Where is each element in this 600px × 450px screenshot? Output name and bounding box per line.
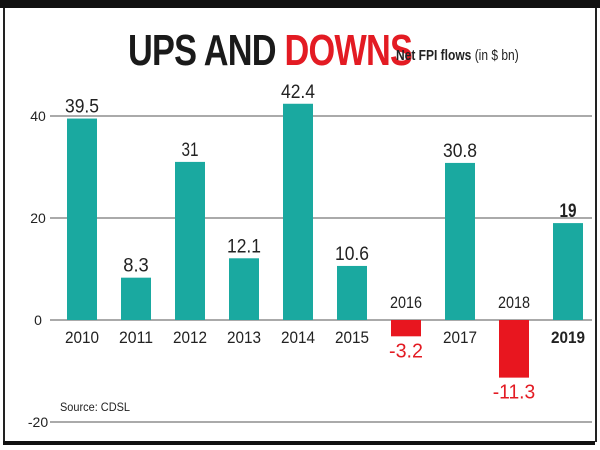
data-label: 42.4: [281, 82, 315, 103]
x-tick-label: 2012: [173, 328, 207, 347]
x-tick-label: 2016: [390, 293, 422, 312]
y-tick-label: 0: [34, 312, 42, 328]
chart-subtitle: Net FPI flows (in $ bn): [396, 47, 519, 64]
bar: [175, 161, 205, 320]
data-label: 39.5: [65, 97, 99, 118]
data-label: -11.3: [493, 382, 536, 404]
x-tick-label: 2015: [335, 328, 369, 347]
data-label: 12.1: [227, 236, 261, 257]
y-tick-label: 20: [30, 210, 46, 226]
bar: [499, 320, 529, 378]
data-label: -3.2: [389, 340, 423, 362]
bar: [337, 265, 367, 320]
subtitle-bold: Net FPI flows: [396, 47, 472, 64]
title-part2: DOWNS: [284, 26, 413, 75]
source-note: Source: CDSL: [60, 400, 130, 414]
data-label: 19: [560, 201, 577, 222]
data-label: 31: [182, 140, 199, 161]
data-label: 10.6: [335, 244, 369, 265]
bar: [67, 118, 97, 320]
bar: [553, 223, 583, 320]
data-label: 30.8: [443, 141, 477, 162]
y-tick-label: 40: [30, 108, 46, 124]
y-tick-label: -20: [28, 414, 48, 430]
bar: [121, 277, 151, 320]
x-tick-label: 2017: [443, 328, 477, 347]
bar: [229, 258, 259, 320]
data-label: 8.3: [123, 256, 149, 277]
title-part1: UPS AND: [128, 26, 277, 75]
bottom-border: [3, 441, 595, 445]
bar: [391, 320, 421, 337]
bar: [445, 162, 475, 320]
top-border: [0, 0, 600, 8]
x-tick-label: 2011: [119, 328, 153, 347]
bar: [283, 103, 313, 320]
chart-title: UPS AND DOWNS: [128, 26, 413, 76]
x-tick-label: 2010: [65, 328, 99, 347]
x-tick-label: 2019: [551, 328, 585, 347]
chart-frame: [3, 8, 597, 442]
x-tick-label: 2013: [227, 328, 261, 347]
x-tick-label: 2014: [281, 328, 315, 347]
x-tick-label: 2018: [498, 293, 530, 312]
subtitle-unit: (in $ bn): [474, 47, 519, 64]
